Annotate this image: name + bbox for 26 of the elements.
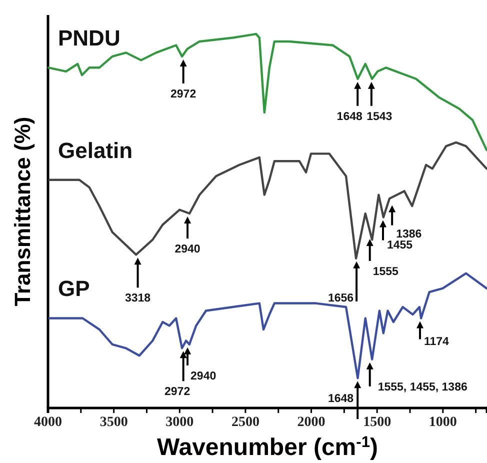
annotation: 1455 [387,239,414,252]
annotation: 2972 [170,88,196,100]
x-tick-label: 3500 [100,414,128,430]
x-tick-label: 3000 [166,414,194,430]
annotation: 1174 [424,336,450,348]
annotation: 1648 [328,393,354,406]
y-axis-title: Transmittance (%) [10,116,35,306]
x-tick-label: 2500 [231,414,260,430]
series-label: GP [58,276,90,302]
x-tick-label: 1000 [428,414,457,430]
x-tick-label: 4000 [34,414,62,430]
series-label: PNDU [58,26,120,51]
annotation: 1555 [372,266,400,278]
annotation: 1386 [396,228,422,240]
annotation: 1656 [328,292,354,304]
x-axis-title: Wavenumber (cm$^{-1}$) [156,434,378,461]
x-tick-label: 2000 [297,414,326,430]
annotation: 1555, 1455, 1386 [378,381,468,394]
annotation: 2940 [190,370,216,382]
annotation: 2972 [164,386,190,398]
annotation: 1648 [336,110,363,123]
annotation: 3318 [124,292,152,305]
annotation: 2940 [174,244,200,256]
annotation: 1543 [366,110,392,123]
series-label: Gelatin [58,138,133,163]
x-tick-label: 1500 [363,414,392,430]
